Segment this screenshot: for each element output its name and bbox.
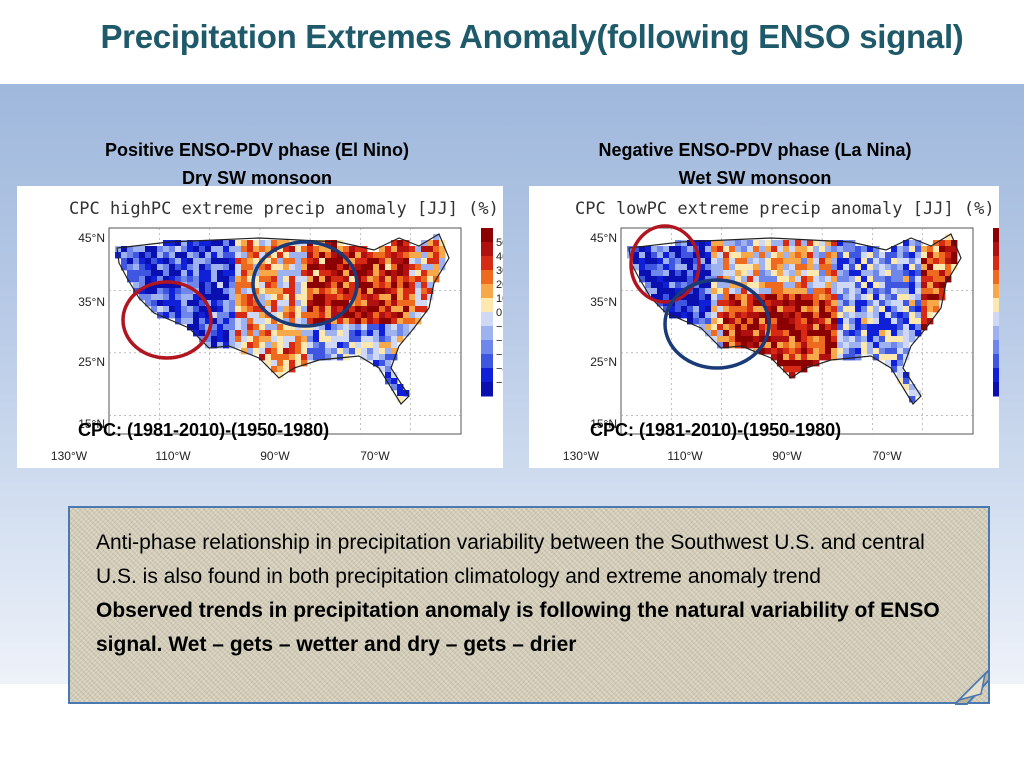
lon-tick-label: 90°W [772,449,802,463]
lon-tick-label: 110°W [155,449,191,463]
colorbar-label: −10 [496,321,503,333]
right-map-figure: CPC lowPC extreme precip anomaly [JJ] (%… [563,199,999,463]
colorbar-swatch [993,298,999,313]
colorbar-swatch [993,242,999,257]
colorbar-swatch [993,256,999,271]
central-wet-circle [251,240,359,328]
left-map: CPC highPC extreme precip anomaly [JJ] (… [17,186,503,468]
colorbar-label: 50 [496,237,503,249]
left-map-caption: CPC: (1981-2010)-(1950-1980) [78,420,330,440]
colorbar-swatch [481,242,493,257]
sw-wet-circle [663,278,771,370]
colorbar-swatch [481,256,493,271]
lat-tick-label: 45°N [590,231,617,245]
colorbar-swatch [993,382,999,397]
colorbar-swatch [481,340,493,355]
left-panel-title-line2: Dry SW monsoon [181,168,332,188]
lon-tick-label: 110°W [667,449,703,463]
right-panel-title-line2: Wet SW monsoon [678,168,832,188]
colorbar-swatch [481,298,493,313]
lat-tick-label: 45°N [78,231,105,245]
sw-dry-circle [121,280,213,360]
colorbar-swatch [993,368,999,383]
lon-tick-label: 90°W [260,449,290,463]
summary-text-regular: Anti-phase relationship in precipitation… [96,531,925,588]
colorbar-label: 40 [496,251,503,263]
colorbar-swatch [481,382,493,397]
map-title: CPC lowPC extreme precip anomaly [JJ] (%… [575,199,995,219]
lat-tick-label: 35°N [78,295,105,309]
lon-tick-label: 130°W [563,449,600,463]
slide-title: Precipitation Extremes Anomaly(following… [100,18,964,55]
colorbar-swatch [481,368,493,383]
colorbar-swatch [481,326,493,341]
map-plot [108,227,462,435]
colorbar-label: 20 [496,279,503,291]
lon-tick-label: 130°W [51,449,88,463]
colorbar-swatch [993,312,999,327]
summary-note: Anti-phase relationship in precipitation… [68,506,990,704]
page-curl-icon [955,670,990,705]
colorbar-swatch [993,326,999,341]
map-plot [620,224,974,435]
colorbar-swatch [993,228,999,243]
lat-tick-label: 35°N [590,295,617,309]
colorbar-label: 30 [496,265,503,277]
lon-tick-label: 70°W [360,449,390,463]
right-map-caption: CPC: (1981-2010)-(1950-1980) [590,420,842,440]
colorbar-swatch [993,270,999,285]
right-map: CPC lowPC extreme precip anomaly [JJ] (%… [529,186,999,468]
colorbar-swatch [993,284,999,299]
left-panel-title: Positive ENSO-PDV phase (El Nino) Dry SW… [22,136,492,192]
colorbar-swatch [481,312,493,327]
colorbar-label: −50 [496,377,503,389]
lat-tick-label: 15°N [590,417,617,431]
colorbar-label: −40 [496,363,503,375]
right-panel-title: Negative ENSO-PDV phase (La Nina) Wet SW… [520,136,990,192]
colorbar-swatch [481,354,493,369]
lat-tick-label: 25°N [78,355,105,369]
nw-circle [629,224,701,304]
right-panel-title-line1: Negative ENSO-PDV phase (La Nina) [598,140,912,160]
colorbar-swatch [481,270,493,285]
colorbar-label: −20 [496,335,503,347]
colorbar-swatch [993,340,999,355]
colorbar-swatch [993,354,999,369]
colorbar-swatch [481,284,493,299]
left-map-figure: CPC highPC extreme precip anomaly [JJ] (… [51,199,503,463]
lat-tick-label: 15°N [78,417,105,431]
map-title: CPC highPC extreme precip anomaly [JJ] (… [69,199,499,219]
colorbar-label: 10 [496,293,503,305]
left-panel-title-line1: Positive ENSO-PDV phase (El Nino) [104,140,410,160]
summary-text-bold: Observed trends in precipitation anomaly… [96,599,940,656]
colorbar-swatch [481,228,493,243]
colorbar-label: −30 [496,349,503,361]
colorbar-label: 0 [496,307,502,319]
lat-tick-label: 25°N [590,355,617,369]
lon-tick-label: 70°W [872,449,902,463]
